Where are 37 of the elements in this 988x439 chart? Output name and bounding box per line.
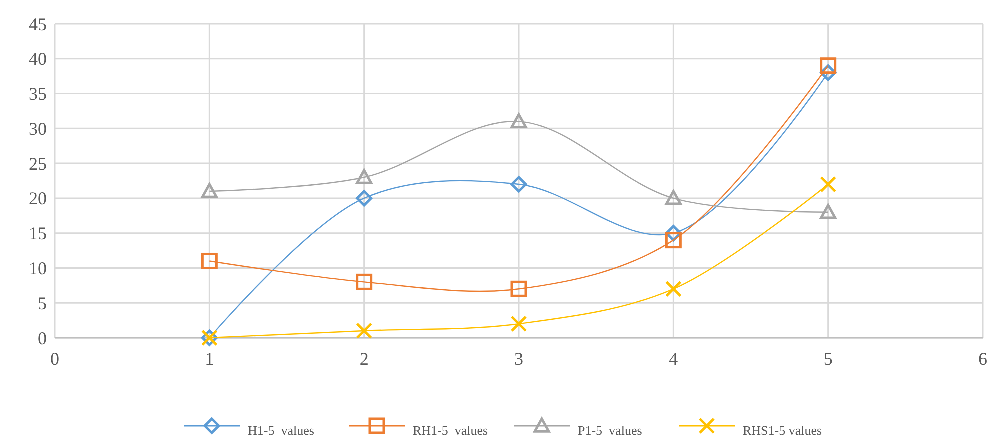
point [820, 204, 837, 220]
y-tick-label: 10 [29, 258, 47, 279]
legend-label: RHS1-5 values [743, 423, 822, 438]
point [510, 316, 528, 332]
point [201, 183, 218, 198]
point [510, 176, 528, 193]
x-tick-label: 1 [205, 349, 214, 369]
y-tick-label: 40 [29, 49, 47, 70]
point [356, 190, 373, 207]
x-tick-label: 3 [514, 349, 524, 369]
y-tick-label: 45 [29, 14, 47, 34]
y-tick-label: 30 [29, 118, 47, 139]
x-tick-label: 5 [824, 349, 833, 369]
point [820, 176, 837, 193]
y-tick-label: 25 [29, 154, 47, 174]
legend-label: H1-5 values [248, 423, 314, 438]
x-tick-label: 4 [669, 349, 678, 369]
y-tick-label: 0 [38, 328, 47, 348]
point [665, 280, 682, 298]
y-tick-label: 20 [29, 188, 47, 209]
point [510, 280, 528, 298]
point [665, 190, 682, 206]
x-tick-label: 2 [360, 349, 369, 369]
legend-label: RH1-5 values [413, 423, 488, 438]
point [201, 252, 218, 270]
y-tick-label: 15 [29, 224, 47, 244]
point [510, 113, 528, 129]
y-tick-label: 5 [38, 293, 47, 314]
point [356, 322, 373, 340]
point [665, 232, 682, 249]
point [356, 169, 373, 184]
x-tick-label: 6 [978, 349, 988, 369]
y-tick-label: 35 [29, 84, 47, 104]
point [356, 274, 373, 290]
x-tick-label: 0 [50, 349, 60, 369]
point [820, 58, 837, 74]
legend-label: P1-5 values [578, 423, 642, 438]
